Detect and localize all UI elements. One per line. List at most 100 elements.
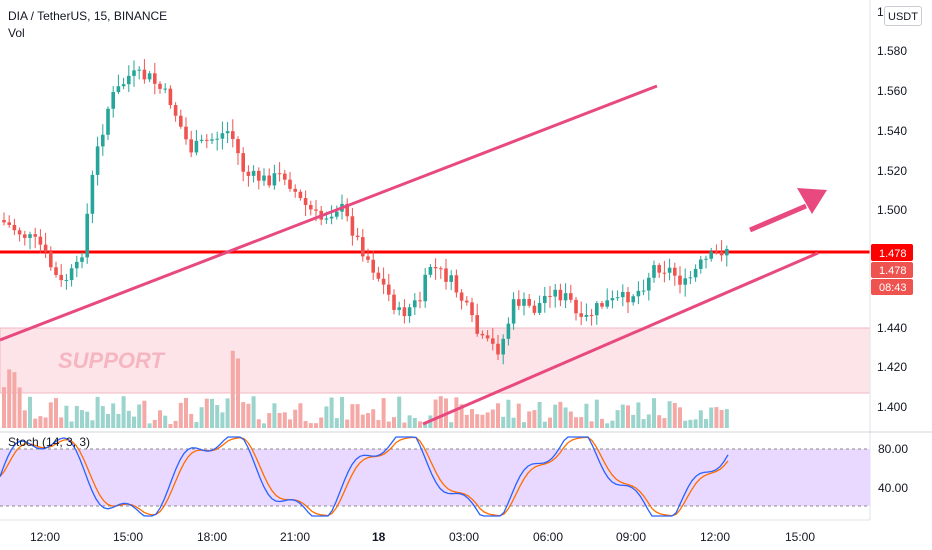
volume-bar — [636, 402, 641, 428]
candle-body — [231, 131, 235, 140]
candle-body — [324, 218, 329, 220]
volume-bar — [194, 422, 199, 428]
volume-bar — [329, 397, 334, 428]
candle-body — [563, 293, 568, 301]
volume-bar — [397, 396, 402, 428]
volume-bar — [537, 401, 542, 428]
volume-bar — [418, 421, 422, 428]
candle-body — [179, 115, 183, 127]
volume-bar — [158, 410, 162, 428]
candle-body — [475, 315, 479, 334]
volume-bar — [485, 412, 490, 428]
volume-bar — [319, 417, 324, 428]
candle-body — [361, 237, 365, 257]
stoch-label: Stoch (14, 3, 3) — [8, 435, 90, 449]
lower-trend-line[interactable] — [422, 251, 819, 426]
candle-body — [350, 216, 355, 236]
volume-bar — [272, 403, 277, 428]
candle-body — [532, 305, 537, 313]
volume-bar — [33, 418, 38, 428]
volume-bar — [709, 407, 714, 428]
volume-bar — [43, 417, 48, 428]
candle-body — [293, 188, 297, 192]
candle-body — [636, 290, 641, 297]
candle-body — [251, 170, 256, 176]
volume-bar — [334, 418, 339, 428]
candle-body — [704, 258, 708, 260]
resistance-price-tag: 1.478 — [871, 244, 913, 261]
volume-bar — [147, 423, 152, 428]
volume-bar — [719, 409, 724, 428]
stoch-tick: 40.00 — [878, 481, 908, 495]
volume-bar — [553, 404, 558, 428]
volume-bar — [38, 416, 43, 428]
candle-body — [470, 302, 474, 316]
last-price-tag: 1.478 — [871, 262, 913, 278]
candle-body — [225, 131, 230, 134]
volume-bar — [667, 401, 672, 428]
candle-body — [387, 284, 391, 295]
currency-button[interactable]: USDT — [884, 6, 922, 26]
svg-text:1.478: 1.478 — [879, 265, 907, 277]
candle-body — [584, 314, 589, 317]
candle-body — [647, 277, 651, 291]
candle-body — [693, 268, 698, 278]
candle-body — [595, 303, 599, 316]
volume-bar — [277, 412, 282, 428]
volume-bar — [558, 401, 563, 428]
forecast-arrow[interactable] — [749, 188, 827, 233]
volume-bar — [724, 409, 729, 428]
stoch-d-line — [0, 436, 729, 517]
volume-bar — [256, 419, 261, 428]
candle-body — [574, 299, 578, 314]
volume-bar — [490, 409, 495, 428]
candle-body — [589, 314, 594, 316]
volume-bar — [464, 414, 469, 428]
volume-bar — [542, 421, 547, 428]
volume-bar — [163, 415, 168, 428]
candle-body — [54, 267, 58, 275]
volume-bar — [345, 419, 350, 428]
candle-body — [288, 179, 292, 189]
volume-bar — [652, 398, 656, 428]
candle-body — [371, 259, 375, 273]
volume-bar — [121, 396, 126, 428]
candle-body — [652, 265, 656, 278]
candle-body — [719, 251, 724, 256]
volume-bar — [90, 420, 95, 428]
candle-body — [153, 73, 157, 84]
volume-bar — [2, 387, 6, 428]
candle-body — [641, 290, 646, 292]
volume-bar — [12, 372, 17, 428]
candle-body — [101, 134, 105, 147]
candle-body — [527, 298, 531, 306]
volume-bar — [59, 417, 64, 428]
candle-body — [168, 88, 173, 106]
volume-bar — [64, 405, 69, 428]
volume-bar — [626, 405, 630, 428]
volume-bar — [189, 413, 194, 428]
price-tick: 1.440 — [877, 321, 907, 335]
candle-body — [511, 299, 516, 324]
volume-bar — [366, 413, 370, 428]
volume-bar — [678, 407, 682, 428]
volume-bar — [688, 419, 693, 428]
candle-body — [23, 234, 27, 238]
candle-body — [501, 338, 505, 355]
volume-bar — [433, 399, 438, 428]
candle-body — [236, 139, 240, 154]
candle-body — [184, 126, 188, 140]
price-tick: 1.580 — [877, 44, 907, 58]
time-tick: 18:00 — [197, 530, 227, 544]
volume-bar — [412, 417, 417, 428]
candle-body — [205, 139, 209, 141]
candle-body — [688, 277, 693, 279]
upper-trend-line[interactable] — [0, 84, 658, 342]
volume-bar — [85, 411, 90, 428]
candle-body — [605, 300, 609, 307]
svg-text:08:43: 08:43 — [879, 282, 907, 294]
time-tick: 15:00 — [785, 530, 815, 544]
candle-body — [496, 343, 500, 355]
price-tick-top: 1 — [877, 5, 884, 19]
